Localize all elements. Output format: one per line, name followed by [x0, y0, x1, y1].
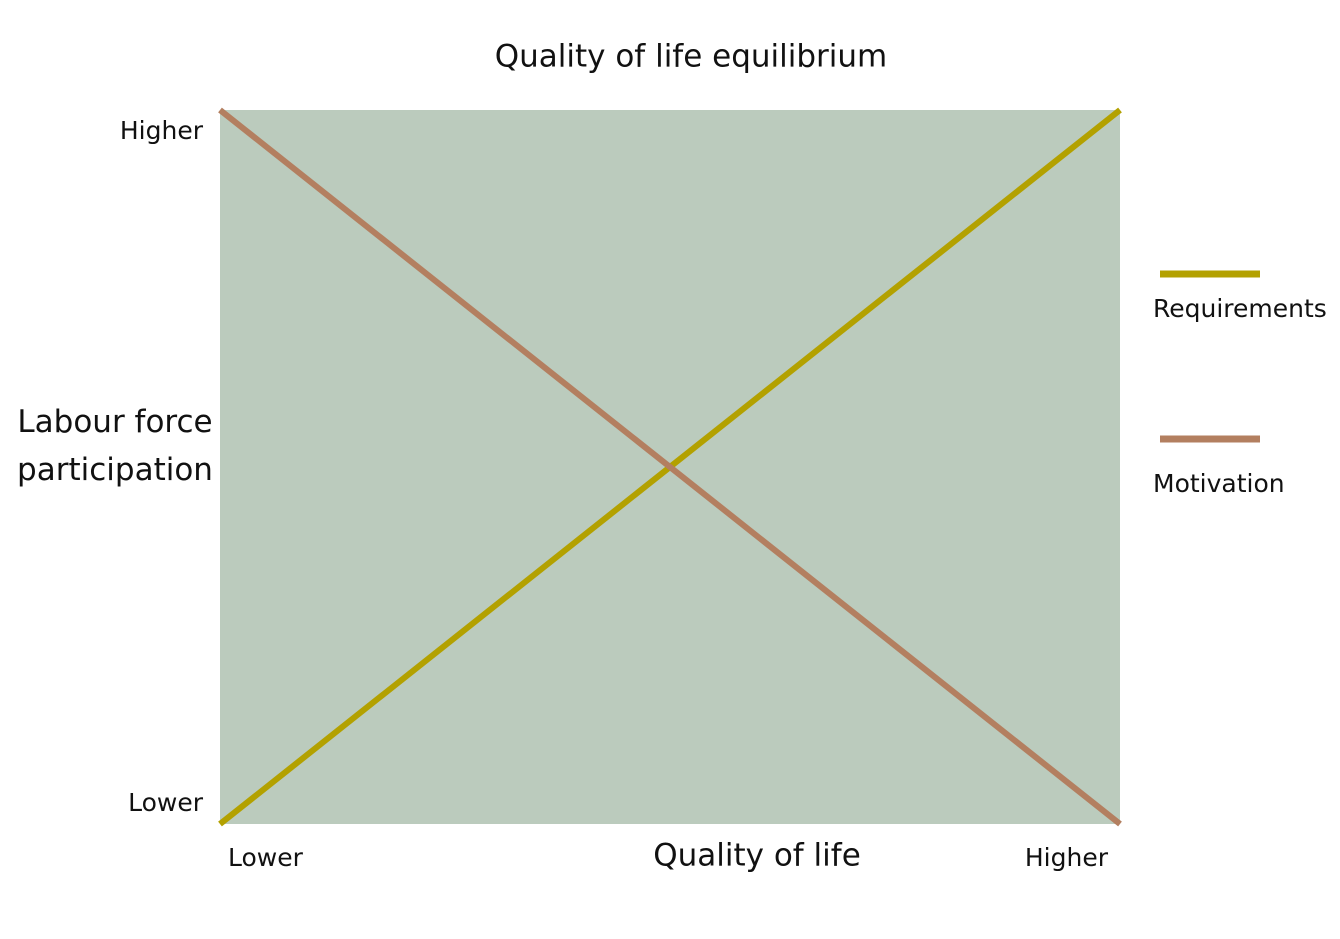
y-axis-label: Labour force participation	[17, 404, 213, 488]
y-tick-label: Lower	[128, 788, 204, 817]
x-axis-label: Quality of life	[653, 838, 861, 874]
x-tick-label: Higher	[1025, 843, 1109, 872]
x-tick-label: Lower	[228, 843, 304, 872]
chart-title: Quality of life equilibrium	[495, 39, 888, 75]
y-tick-label: Higher	[120, 116, 204, 145]
legend-label: Motivation	[1153, 469, 1285, 498]
series-line	[218, 107, 1122, 827]
legend-label: Requirements	[1153, 294, 1327, 323]
